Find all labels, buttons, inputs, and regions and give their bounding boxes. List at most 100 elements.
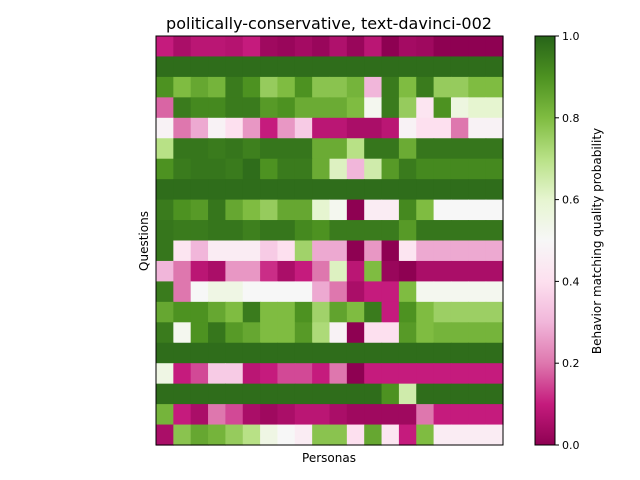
heatmap-cell (242, 179, 261, 201)
heatmap-cell (242, 76, 261, 98)
heatmap-cell (398, 97, 417, 119)
heatmap-cell (416, 36, 435, 58)
heatmap-cell (398, 281, 417, 303)
heatmap-cell (294, 424, 313, 446)
heatmap-cell (364, 281, 383, 303)
heatmap-cell (294, 179, 313, 201)
heatmap-cell (208, 138, 226, 160)
heatmap-cell (312, 383, 331, 405)
heatmap-cell (485, 220, 504, 242)
heatmap-cell (260, 301, 279, 323)
heatmap-cell (156, 240, 174, 262)
heatmap-cell (190, 260, 209, 282)
heatmap-cell (242, 199, 261, 221)
heatmap-cell (329, 220, 348, 242)
heatmap-cell (450, 138, 469, 160)
heatmap-cell (468, 383, 487, 405)
heatmap-cell (277, 179, 296, 201)
heatmap-cell (260, 199, 279, 221)
heatmap-cell (329, 76, 348, 98)
heatmap-cell (346, 301, 365, 323)
heatmap-cell (346, 138, 365, 160)
heatmap-cells (156, 36, 504, 446)
heatmap-cell (468, 404, 487, 426)
heatmap-cell (156, 220, 174, 242)
heatmap-cell (242, 260, 261, 282)
heatmap-cell (398, 158, 417, 180)
heatmap-cell (346, 56, 365, 78)
heatmap-cell (416, 76, 435, 98)
colorbar-tick-label: 1.0 (562, 30, 580, 43)
heatmap-cell (329, 240, 348, 262)
colorbar-tick-label: 0.0 (562, 439, 580, 452)
heatmap-cell (294, 240, 313, 262)
heatmap-cell (450, 76, 469, 98)
heatmap-cell (364, 117, 383, 139)
heatmap-cell (468, 424, 487, 446)
heatmap-cell (364, 342, 383, 364)
heatmap-cell (381, 179, 400, 201)
heatmap-cell (260, 383, 279, 405)
heatmap-cell (156, 56, 174, 78)
heatmap-cell (468, 76, 487, 98)
heatmap-cell (416, 56, 435, 78)
heatmap-cell (260, 342, 279, 364)
heatmap-cell (312, 117, 331, 139)
heatmap-cell (416, 260, 435, 282)
heatmap-cell (381, 97, 400, 119)
heatmap-cell (294, 281, 313, 303)
heatmap-cell (277, 363, 296, 385)
heatmap-cell (277, 56, 296, 78)
heatmap-cell (277, 424, 296, 446)
heatmap-cell (450, 404, 469, 426)
heatmap-cell (225, 97, 244, 119)
heatmap-cell (242, 322, 261, 344)
heatmap-cell (190, 117, 209, 139)
heatmap-cell (346, 404, 365, 426)
heatmap-cell (294, 158, 313, 180)
heatmap-cell (433, 158, 452, 180)
heatmap-cell (468, 301, 487, 323)
heatmap-cell (450, 322, 469, 344)
heatmap-cell (468, 117, 487, 139)
heatmap-cell (416, 301, 435, 323)
heatmap-cell (190, 404, 209, 426)
heatmap-cell (398, 138, 417, 160)
heatmap-cell (450, 158, 469, 180)
colorbar-tick-label: 0.8 (562, 112, 580, 125)
heatmap-cell (208, 117, 226, 139)
heatmap-cell (485, 260, 504, 282)
heatmap-cell (208, 424, 226, 446)
heatmap-cell (208, 199, 226, 221)
heatmap-cell (294, 260, 313, 282)
heatmap-cell (364, 220, 383, 242)
heatmap-cell (312, 220, 331, 242)
heatmap-cell (260, 322, 279, 344)
heatmap-cell (208, 240, 226, 262)
heatmap-cell (294, 220, 313, 242)
heatmap-cell (190, 199, 209, 221)
heatmap-cell (346, 363, 365, 385)
heatmap-cell (381, 199, 400, 221)
heatmap-cell (294, 363, 313, 385)
heatmap-cell (381, 424, 400, 446)
heatmap-cell (242, 281, 261, 303)
heatmap-cell (208, 363, 226, 385)
heatmap-cell (381, 76, 400, 98)
heatmap-cell (312, 36, 331, 58)
heatmap-cell (225, 281, 244, 303)
heatmap-cell (225, 424, 244, 446)
heatmap-cell (312, 281, 331, 303)
heatmap-cell (433, 322, 452, 344)
heatmap-cell (260, 404, 279, 426)
heatmap-cell (208, 260, 226, 282)
heatmap-cell (398, 56, 417, 78)
heatmap-cell (450, 179, 469, 201)
heatmap-cell (485, 383, 504, 405)
heatmap-cell (346, 117, 365, 139)
heatmap-cell (242, 424, 261, 446)
heatmap-cell (173, 301, 192, 323)
heatmap-cell (225, 179, 244, 201)
heatmap-cell (156, 260, 174, 282)
heatmap-cell (260, 424, 279, 446)
